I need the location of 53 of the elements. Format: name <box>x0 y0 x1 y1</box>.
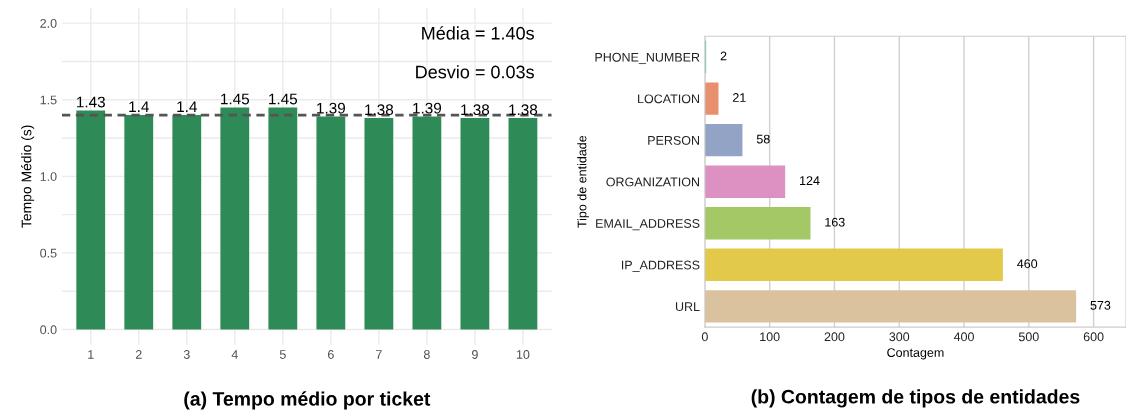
x-tick-label: 600 <box>1083 332 1104 342</box>
y-tick-label: PERSON <box>648 135 699 145</box>
data-label: 21 <box>733 93 746 102</box>
x-tick-label: 400 <box>953 332 974 342</box>
data-label: 573 <box>1090 300 1111 310</box>
x-tick-label: 300 <box>889 332 910 342</box>
y-tick-label: 2.0 <box>40 18 57 28</box>
y-tick-label: 1.5 <box>40 95 57 105</box>
x-tick-label: 500 <box>1018 332 1039 342</box>
data-label: 1.38 <box>509 104 538 116</box>
data-label: 58 <box>756 134 770 144</box>
x-tick-label: 2 <box>135 350 142 359</box>
y-axis-title: Tempo Médio (s) <box>21 125 35 228</box>
y-tick-label: 0.0 <box>40 325 57 335</box>
annotation: Média = 1.40s <box>422 26 534 40</box>
data-label: 1.45 <box>221 93 250 105</box>
x-tick-label: 3 <box>183 350 190 359</box>
y-tick-label: URL <box>675 302 700 311</box>
y-tick-label: 1.0 <box>40 172 57 181</box>
data-label: 1.39 <box>413 102 442 114</box>
data-label: 1.38 <box>365 104 394 116</box>
y-tick-label: IP_ADDRESS <box>621 260 700 272</box>
data-label: 124 <box>800 176 820 185</box>
y-tick-label: PHONE_NUMBER <box>595 52 700 65</box>
annotation: Desvio = 0.03s <box>416 65 534 79</box>
data-label: 460 <box>1017 259 1038 269</box>
x-tick-label: 7 <box>376 350 382 359</box>
x-axis-title: Contagem <box>887 348 944 360</box>
x-tick-label: 1 <box>88 350 94 359</box>
x-tick-label: 6 <box>328 350 334 359</box>
x-tick-label: 10 <box>516 350 530 359</box>
data-label: 1.4 <box>129 101 149 112</box>
data-label: 2 <box>720 51 727 61</box>
text: (b) Contagem de tipos de entidades <box>751 389 1080 408</box>
y-tick-label: ORGANIZATION <box>606 177 699 187</box>
y-tick-label: LOCATION <box>638 94 699 104</box>
x-tick-label: 8 <box>423 350 430 359</box>
data-label: 1.45 <box>269 93 298 105</box>
x-tick-label: 5 <box>279 350 286 359</box>
y-axis-title: Tipo de entidade <box>577 135 589 228</box>
y-tick-label: 0.5 <box>40 248 57 258</box>
text: (a) Tempo médio por ticket <box>184 391 431 410</box>
x-tick-label: 0 <box>701 332 708 342</box>
x-tick-label: 100 <box>760 332 780 342</box>
data-label: 1.43 <box>77 96 105 108</box>
x-tick-label: 200 <box>824 332 845 342</box>
data-label: 1.39 <box>317 102 345 114</box>
data-label: 1.38 <box>461 104 490 116</box>
x-tick-label: 9 <box>472 350 478 359</box>
data-label: 1.4 <box>177 101 197 112</box>
y-tick-label: EMAIL_ADDRESS <box>596 219 700 231</box>
x-tick-label: 4 <box>231 350 238 359</box>
data-label: 163 <box>825 217 845 227</box>
